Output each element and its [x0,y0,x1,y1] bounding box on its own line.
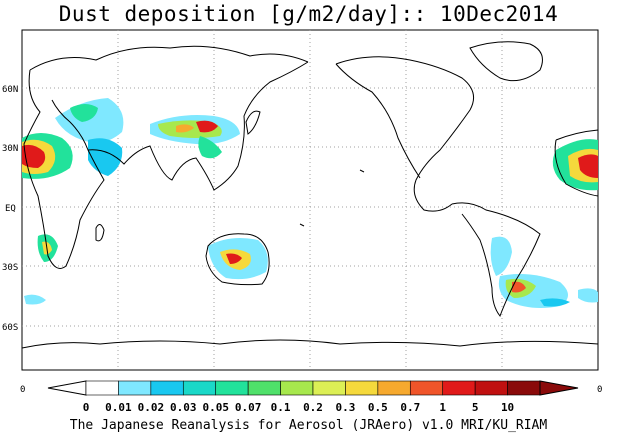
colorbar-swatch [442,380,476,396]
credit-line: The Japanese Reanalysis for Aerosol (JRA… [69,418,548,433]
colorbar-tick-label: 0.1 [271,401,291,414]
lat-label-30s: 30S [2,263,18,273]
colorbar-swatch [118,380,152,396]
colorbar-tick-label: 0.03 [170,401,197,414]
colorbar-tick-label: 1 [439,401,446,414]
lat-label-30n: 30N [2,144,18,154]
colorbar-swatch [474,380,508,396]
colorbar-swatch [377,380,411,396]
colorbar-swatch [507,380,541,396]
coastlines [21,41,599,349]
colorbar-left-arrow [47,380,87,396]
colorbar-swatch [312,380,346,396]
colorbar-swatch [215,380,249,396]
colorbar-tick-label: 0.2 [303,401,323,414]
colorbar-tick-label: 0.02 [138,401,165,414]
colorbar-tick-label: 10 [501,401,514,414]
colorbar-swatch [280,380,314,396]
latitude-labels: 60N 30N EQ 30S 60S [2,85,18,333]
colorbar-tick-label: 0.3 [335,401,355,414]
colorbar-tick-label: 0.01 [105,401,132,414]
colorbar-tick-label: 0 [83,401,90,414]
colorbar-swatch [345,380,379,396]
axis-right-zero: 0 [597,385,602,395]
colorbar-tick-label: 0.07 [235,401,262,414]
colorbar-swatch [182,380,217,396]
map-title: Dust deposition [g/m2/day]:: 10Dec2014 [58,2,559,26]
colorbar-tick-label: 0.5 [368,401,388,414]
colorbar-swatch [85,380,119,396]
colorbar-swatch [247,380,281,396]
colorbar-swatch [150,380,184,396]
axis-left-zero: 0 [20,385,25,395]
colorbar-right-arrow [539,380,579,396]
colorbar: 0 0.01 0.02 0.03 0.05 0.07 0.1 0.2 0.3 0.5 0.7 1 5 10 [47,380,579,414]
colorbar-tick-label: 0.05 [202,401,229,414]
lat-label-60n: 60N [2,85,18,95]
lat-label-eq: EQ [5,204,16,214]
colorbar-tick-label: 0.7 [400,401,420,414]
colorbar-swatch [409,380,444,396]
lat-label-60s: 60S [2,323,18,333]
colorbar-tick-label: 5 [472,401,479,414]
